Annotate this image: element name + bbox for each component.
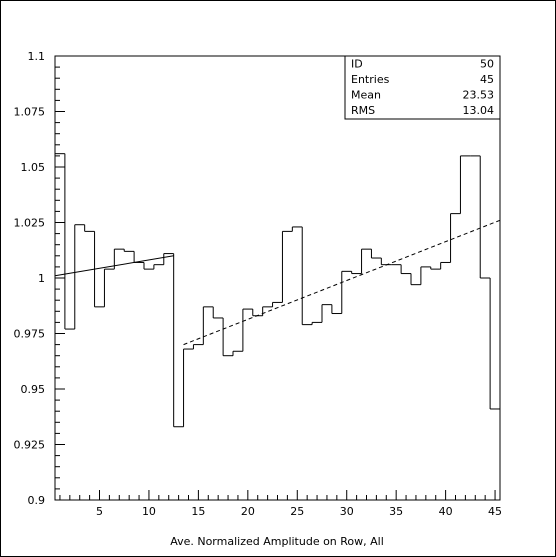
y-tick-label: 0.975 [14, 328, 46, 341]
stats-label: ID [351, 58, 363, 71]
x-tick-label: 40 [439, 505, 453, 518]
y-tick-label: 1.025 [14, 217, 46, 230]
x-tick-label: 30 [340, 505, 354, 518]
plot-frame [54, 55, 501, 501]
y-tick-label: 1.05 [21, 161, 46, 174]
axes: 0.9 0.925 0.95 0.975 1 1.025 1.05 1.075 1.1 5 10 15… [14, 50, 503, 518]
x-tick-label: 20 [241, 505, 255, 518]
x-axis-label: Ave. Normalized Amplitude on Row, All [170, 535, 384, 548]
fit-line-dashed [183, 219, 501, 346]
stats-label: Mean [351, 89, 381, 102]
stats-label: Entries [351, 73, 390, 86]
y-tick-label: 0.95 [21, 383, 46, 396]
x-tick-label: 45 [488, 505, 502, 518]
x-tick-label: 25 [290, 505, 304, 518]
y-tick-label: 0.925 [14, 439, 46, 452]
histogram-series [55, 153, 500, 428]
stats-box: ID 50 Entries 45 Mean 23.53 RMS 13.04 [344, 55, 501, 120]
stats-value: 45 [480, 73, 494, 86]
y-tick-label: 0.9 [28, 494, 46, 507]
x-tick-label: 10 [142, 505, 156, 518]
x-tick-label: 15 [191, 505, 205, 518]
stats-value: 13.04 [463, 104, 495, 117]
fit-lines [54, 219, 501, 346]
stats-value: 23.53 [463, 89, 495, 102]
stats-box-border [344, 55, 501, 120]
stats-value: 50 [480, 58, 494, 71]
x-tick-label: 35 [389, 505, 403, 518]
stats-label: RMS [351, 104, 375, 117]
y-tick-label: 1 [38, 272, 45, 285]
plot-area-border [54, 55, 501, 501]
y-tick-label: 1.1 [28, 50, 46, 63]
x-tick-label: 5 [96, 505, 103, 518]
fit-line-solid [54, 255, 174, 277]
y-tick-label: 1.075 [14, 106, 46, 119]
